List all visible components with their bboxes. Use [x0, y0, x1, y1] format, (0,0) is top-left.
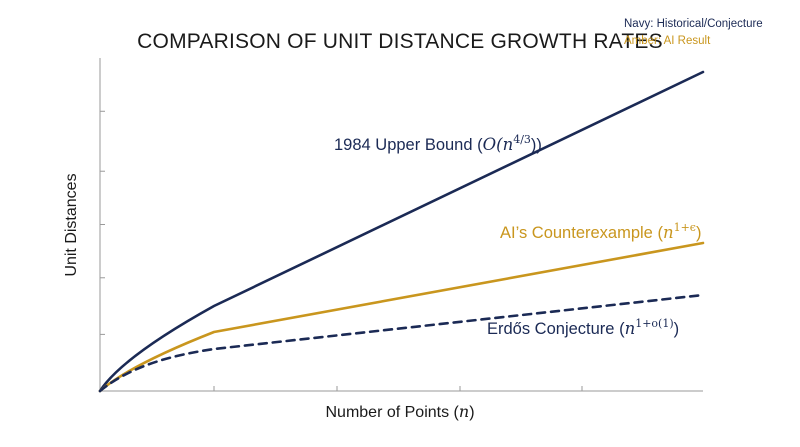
x-axis-label-close: ): [469, 404, 475, 421]
series-line-1: [98, 70, 705, 393]
axes: [99, 58, 703, 392]
series-line-2: [98, 241, 705, 393]
series-label-1: 1984 Upper Bound (O(n4/3)): [334, 133, 542, 154]
x-axis-label-text: Number of Points (: [325, 404, 459, 421]
legend-entry-navy: Navy: Historical/Conjecture: [624, 18, 763, 30]
series-layer: [98, 70, 705, 393]
x-axis-label-n: n: [458, 402, 470, 421]
series-label-3: Erdős Conjecture (n1+o(1)): [487, 317, 679, 338]
legend-entry-amber: Amber: AI Result: [624, 35, 711, 47]
x-axis-label: Number of Points (n): [0, 402, 800, 422]
legend-note: Navy: Historical/Conjecture Amber: AI Re…: [624, 16, 763, 50]
series-label-2: AI’s Counterexample (n1+ϵ): [500, 221, 701, 242]
series-labels: 1984 Upper Bound (O(n4/3)) AI’s Counterex…: [334, 133, 701, 338]
chart-title: COMPARISON OF UNIT DISTANCE GROWTH RATES: [137, 30, 663, 53]
series-line-3: [98, 293, 705, 393]
